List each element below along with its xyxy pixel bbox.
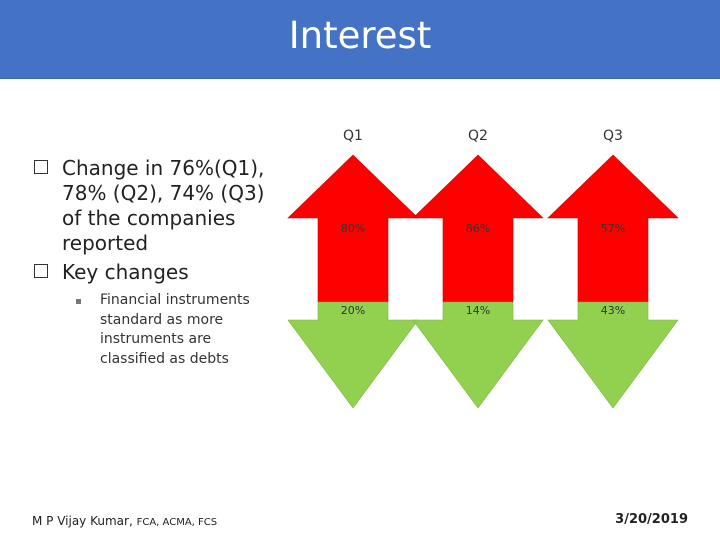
down-arrow-q1 (287, 301, 419, 409)
up-value-label-q1: 80% (341, 222, 365, 235)
title-bar: Interest (0, 0, 720, 79)
category-label-q3: Q3 (603, 128, 623, 144)
sub-bullet-item: Financial instruments standard as more i… (32, 291, 272, 369)
category-label-q1: Q1 (343, 128, 363, 144)
footer-date: 3/20/2019 (615, 512, 688, 527)
down-arrow-q3 (547, 301, 679, 409)
up-value-label-q2: 86% (466, 222, 490, 235)
checkbox-bullet-icon (34, 160, 48, 174)
bullet-item: Change in 76%(Q1), 78% (Q2), 74% (Q3) of… (32, 156, 272, 256)
category-label-q2: Q2 (468, 128, 488, 144)
checkbox-bullet-icon (34, 264, 48, 278)
up-value-label-q3: 57% (601, 222, 625, 235)
author-credentials: FCA, ACMA, FCS (136, 517, 218, 528)
down-value-label-q1: 20% (341, 304, 365, 317)
bullet-text: Key changes (62, 260, 189, 284)
bullet-item: Key changes (32, 260, 272, 285)
down-value-label-q2: 14% (466, 304, 490, 317)
bullet-text: Change in 76%(Q1), 78% (Q2), 74% (Q3) of… (62, 156, 265, 255)
down-value-label-q3: 43% (601, 304, 625, 317)
author-name: M P Vijay Kumar, (32, 514, 133, 528)
slide-title: Interest (288, 14, 432, 57)
sub-bullet-text: Financial instruments standard as more i… (100, 292, 250, 367)
footer-author: M P Vijay Kumar, FCA, ACMA, FCS (32, 514, 217, 528)
bullet-list: Change in 76%(Q1), 78% (Q2), 74% (Q3) of… (32, 156, 272, 369)
square-bullet-icon (76, 299, 81, 304)
down-arrow-q2 (412, 301, 544, 409)
